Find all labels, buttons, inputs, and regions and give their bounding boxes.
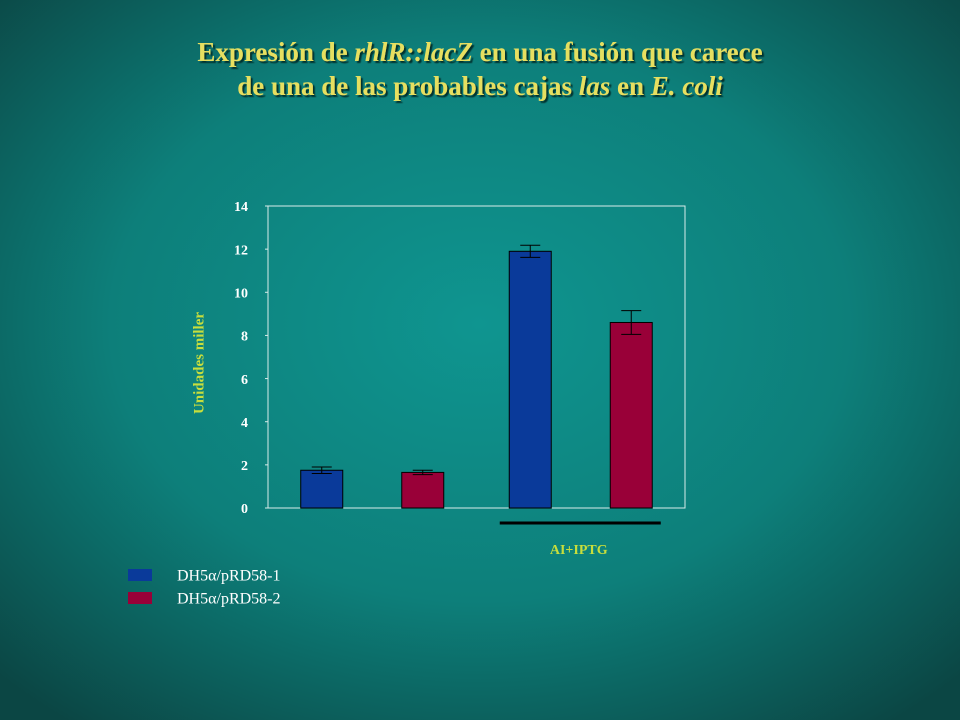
legend-swatch bbox=[128, 569, 152, 581]
title-segment: rhlR::lacZ bbox=[354, 37, 473, 67]
title-line: de una de las probables cajas las en E. … bbox=[237, 71, 723, 101]
legend-label: DH5α/pRD58-2 bbox=[177, 591, 281, 608]
x-tick-label: AI+IPTG bbox=[550, 543, 608, 558]
chart-title: Expresión de rhlR::lacZ en una fusión qu… bbox=[197, 37, 762, 101]
y-tick-label: 0 bbox=[241, 502, 248, 517]
title-segment: Expresión de bbox=[197, 37, 354, 67]
title-segment: de una de las probables cajas bbox=[237, 71, 579, 101]
y-tick-label: 12 bbox=[234, 243, 248, 258]
title-line: Expresión de rhlR::lacZ en una fusión qu… bbox=[197, 37, 762, 67]
legend-label: DH5α/pRD58-1 bbox=[177, 568, 281, 585]
title-segment: en una fusión que carece bbox=[473, 37, 763, 67]
title-segment: en bbox=[610, 71, 651, 101]
legend-swatch bbox=[128, 592, 152, 604]
y-tick-label: 10 bbox=[234, 287, 248, 302]
title-segment: E. coli bbox=[650, 71, 723, 101]
y-tick-label: 6 bbox=[241, 373, 248, 388]
bar bbox=[508, 250, 552, 509]
y-axis-label: Unidades miller bbox=[191, 312, 207, 414]
y-tick-label: 2 bbox=[241, 459, 248, 474]
bar bbox=[300, 469, 344, 509]
y-tick-label: 14 bbox=[234, 200, 248, 215]
y-tick-label: 4 bbox=[241, 416, 248, 431]
title-segment: las bbox=[579, 71, 611, 101]
y-tick-label: 8 bbox=[241, 330, 248, 345]
bar bbox=[609, 321, 653, 509]
bar bbox=[401, 471, 445, 509]
